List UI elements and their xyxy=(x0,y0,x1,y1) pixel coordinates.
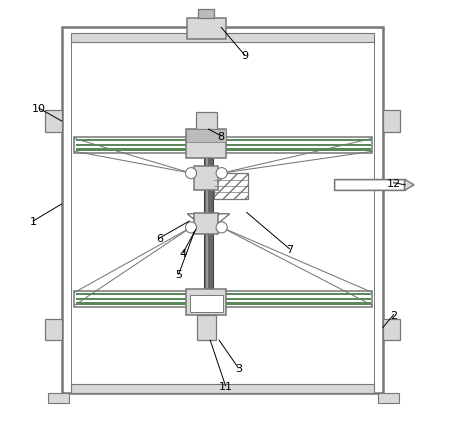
Bar xyxy=(76,144,371,147)
Bar xyxy=(62,28,383,394)
Polygon shape xyxy=(405,180,414,191)
Bar xyxy=(186,130,226,143)
Bar xyxy=(194,167,218,190)
Bar xyxy=(197,316,216,340)
Text: 3: 3 xyxy=(235,363,242,373)
Bar xyxy=(378,394,399,403)
Bar xyxy=(186,289,226,316)
Text: 2: 2 xyxy=(390,310,397,320)
Bar xyxy=(48,394,69,403)
Text: 8: 8 xyxy=(218,132,225,141)
Bar xyxy=(335,180,405,191)
Bar xyxy=(76,149,371,151)
Bar xyxy=(196,113,217,130)
Text: 5: 5 xyxy=(175,270,182,279)
Text: 1: 1 xyxy=(30,216,37,227)
Circle shape xyxy=(185,168,197,179)
Bar xyxy=(198,10,214,18)
Text: 6: 6 xyxy=(156,233,163,244)
Polygon shape xyxy=(187,214,230,228)
Text: 10: 10 xyxy=(32,104,46,114)
Bar xyxy=(74,138,373,153)
Bar xyxy=(383,111,400,132)
Bar xyxy=(71,384,373,394)
Bar xyxy=(187,18,226,40)
Bar xyxy=(76,140,371,142)
Circle shape xyxy=(216,168,227,179)
Bar xyxy=(45,111,62,132)
Bar xyxy=(186,130,226,158)
Text: 4: 4 xyxy=(179,248,187,258)
Bar xyxy=(336,181,403,189)
Text: 9: 9 xyxy=(241,51,248,61)
Bar xyxy=(76,293,371,296)
Bar xyxy=(76,298,371,300)
Circle shape xyxy=(216,222,227,233)
Bar xyxy=(71,37,373,384)
Circle shape xyxy=(185,222,197,233)
Bar xyxy=(194,213,218,234)
Bar xyxy=(383,319,400,340)
Bar xyxy=(45,319,62,340)
Bar xyxy=(206,158,208,340)
Text: 12: 12 xyxy=(387,178,400,188)
Text: 7: 7 xyxy=(286,244,293,254)
Bar xyxy=(74,291,373,307)
Bar xyxy=(190,295,223,312)
Bar xyxy=(214,174,248,199)
Bar xyxy=(71,34,373,43)
Bar xyxy=(76,302,371,305)
Bar xyxy=(204,158,213,340)
Text: 11: 11 xyxy=(218,381,233,391)
